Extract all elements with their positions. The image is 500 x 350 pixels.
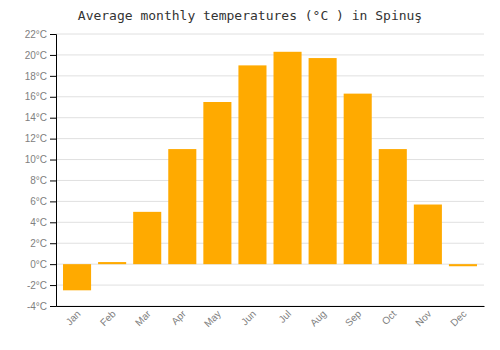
- y-tick: 0°C: [30, 259, 56, 270]
- grid-line: [56, 138, 484, 139]
- grid-line: [56, 54, 484, 55]
- x-tick-label: Mar: [133, 308, 153, 328]
- x-tick-label: Jan: [64, 308, 83, 327]
- x-tick-label: May: [202, 308, 223, 329]
- grid-line: [56, 34, 484, 35]
- y-tick-label: 16°C: [25, 91, 47, 102]
- x-tick: Mar: [133, 308, 153, 328]
- y-tick: 6°C: [30, 196, 56, 207]
- y-tick-label: -4°C: [27, 301, 47, 312]
- y-tick-label: 18°C: [25, 71, 47, 82]
- y-tick-mark: [50, 118, 56, 119]
- x-tick: Jan: [64, 308, 83, 327]
- title: Average monthly temperatures (°C ) in Sp…: [78, 8, 422, 23]
- bars: [63, 52, 477, 291]
- grid-line: [56, 75, 484, 76]
- x-tick: Dec: [448, 308, 468, 328]
- y-tick-label: 4°C: [30, 217, 47, 228]
- y-tick-label: 0°C: [30, 259, 47, 270]
- y-tick-label: 10°C: [25, 154, 47, 165]
- x-tick-label: Apr: [169, 308, 188, 327]
- y-tick-mark: [50, 201, 56, 202]
- y-tick-label: 6°C: [30, 196, 47, 207]
- grid-line: [56, 180, 484, 181]
- y-tick: 22°C: [25, 29, 56, 40]
- bar: [238, 65, 266, 264]
- y-tick: 2°C: [30, 238, 56, 249]
- x-tick-label: Aug: [308, 308, 328, 328]
- y-tick: -2°C: [27, 280, 56, 291]
- bar: [133, 212, 161, 264]
- x-tick-label: Nov: [413, 308, 433, 328]
- x-tick: Oct: [380, 308, 399, 327]
- y-tick: 14°C: [25, 112, 56, 123]
- y-tick: 18°C: [25, 71, 56, 82]
- y-tick: 8°C: [30, 175, 56, 186]
- x-tick: Apr: [169, 308, 188, 327]
- grid-line: [56, 201, 484, 202]
- y-tick-mark: [50, 34, 56, 35]
- y-axis-line: [50, 35, 57, 307]
- y-tick: -4°C: [27, 301, 56, 312]
- x-tick: Jun: [239, 308, 258, 327]
- y-tick-mark: [50, 97, 56, 98]
- y-axis: -4°C -2°C 0°C 2°C 4°C 6°C 8°C 10°C 12°C 14°C 16°C 1…: [25, 29, 57, 312]
- x-tick-label: Jul: [276, 308, 293, 325]
- y-tick-label: 22°C: [25, 29, 47, 40]
- bar: [98, 262, 126, 264]
- y-tick-mark: [50, 264, 56, 265]
- y-tick: 20°C: [25, 50, 56, 61]
- x-tick-label: Feb: [98, 308, 118, 328]
- y-tick-mark: [50, 243, 56, 244]
- y-tick-mark: [50, 285, 56, 286]
- y-tick-mark: [50, 222, 56, 223]
- x-tick: May: [202, 308, 223, 329]
- x-axis: Jan Feb Mar Apr May Jun Jul Aug Sep Oct Nov Dec: [57, 307, 485, 330]
- bar: [63, 264, 91, 290]
- bar: [449, 264, 477, 266]
- y-tick-mark: [50, 160, 56, 161]
- bar: [414, 205, 442, 265]
- y-tick-mark: [50, 139, 56, 140]
- x-tick-label: Sep: [343, 308, 364, 329]
- y-tick: 10°C: [25, 154, 56, 165]
- x-tick: Sep: [343, 308, 364, 329]
- bar: [203, 102, 231, 264]
- y-tick-label: 14°C: [25, 112, 47, 123]
- x-tick: Feb: [98, 308, 118, 328]
- y-tick: 4°C: [30, 217, 56, 228]
- y-tick: 16°C: [25, 91, 56, 102]
- plot: -4°C -2°C 0°C 2°C 4°C 6°C 8°C 10°C 12°C 14°C 16°C 1…: [25, 29, 485, 330]
- x-tick: Nov: [413, 308, 433, 328]
- grid-line: [56, 117, 484, 118]
- y-tick-mark: [50, 180, 56, 181]
- x-tick-label: Oct: [380, 308, 399, 327]
- y-tick-mark: [50, 55, 56, 56]
- y-tick-label: -2°C: [27, 280, 47, 291]
- bar: [379, 149, 407, 264]
- x-tick-label: Jun: [239, 308, 258, 327]
- x-axis-line: [57, 306, 485, 307]
- x-tick-label: Dec: [448, 308, 468, 328]
- grid-line: [56, 96, 484, 97]
- x-tick: Jul: [276, 308, 293, 325]
- chart: Average monthly temperatures (°C ) in Sp…: [0, 0, 500, 350]
- y-tick-mark: [50, 76, 56, 77]
- y-tick: 12°C: [25, 133, 56, 144]
- y-tick-label: 20°C: [25, 50, 47, 61]
- y-tick-mark: [50, 306, 56, 307]
- y-tick-label: 2°C: [30, 238, 47, 249]
- bar: [309, 58, 337, 264]
- bar: [344, 94, 372, 265]
- grid-line: [56, 306, 484, 307]
- x-tick: Aug: [308, 308, 328, 328]
- y-tick-label: 8°C: [30, 175, 47, 186]
- y-tick-label: 12°C: [25, 133, 47, 144]
- bar: [168, 149, 196, 264]
- grid: [56, 34, 484, 306]
- bar: [274, 52, 302, 264]
- grid-line: [56, 285, 484, 286]
- grid-line: [56, 159, 484, 160]
